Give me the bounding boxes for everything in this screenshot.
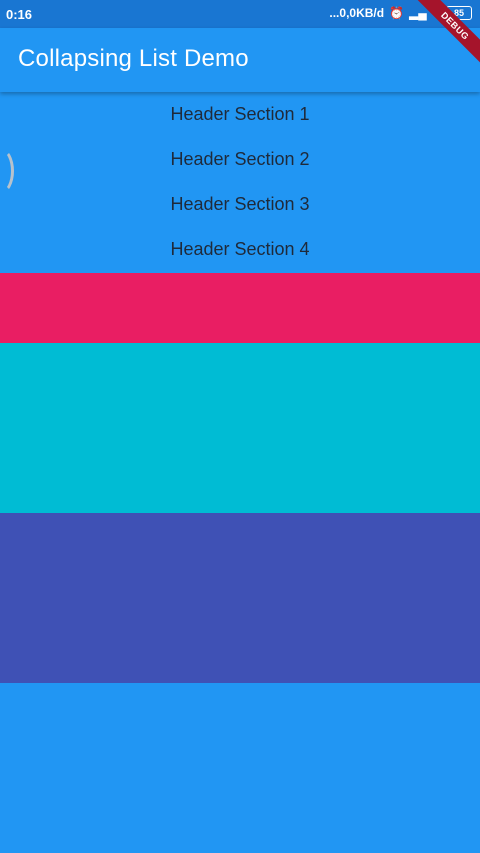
- header-section-1[interactable]: Header Section 1: [170, 104, 310, 124]
- overscroll-indicator-icon: [0, 148, 14, 194]
- app-title: Collapsing List Demo: [18, 45, 249, 72]
- header-section-2[interactable]: Header Section 2: [170, 149, 310, 169]
- collapsing-list[interactable]: Header Section 1 Header Section 2 Header…: [0, 92, 480, 853]
- status-bar: 0:16 ...0,0KB/d ⏰ ▂▄ ◠ 85: [0, 0, 480, 28]
- network-speed: ...0,0KB/d: [329, 6, 385, 20]
- header-section-4[interactable]: Header Section 4: [170, 239, 310, 259]
- status-time: 0:16: [6, 7, 33, 22]
- header-section-3[interactable]: Header Section 3: [170, 194, 310, 214]
- indigo-list-block[interactable]: [0, 513, 480, 683]
- pink-list-block[interactable]: [0, 273, 480, 343]
- cyan-list-block[interactable]: [0, 343, 480, 513]
- signal-icon: ▂▄: [409, 6, 427, 20]
- alarm-icon: ⏰: [389, 6, 405, 20]
- app-bar: Collapsing List Demo: [0, 28, 480, 92]
